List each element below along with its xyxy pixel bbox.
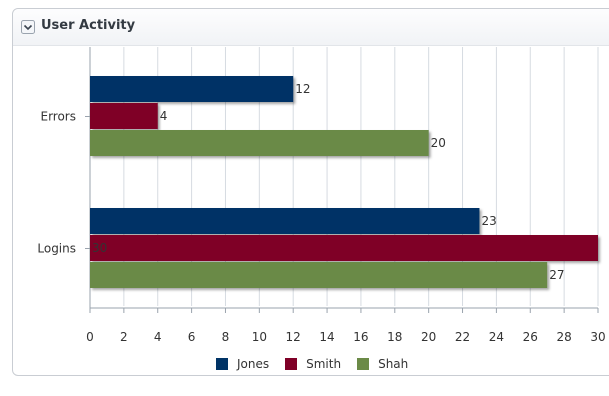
x-tick-label: 8 xyxy=(222,330,230,344)
x-tick-label: 4 xyxy=(154,330,162,344)
x-tick-label: 26 xyxy=(523,330,538,344)
legend-label: Shah xyxy=(378,357,409,371)
bar-jones xyxy=(90,208,480,234)
bar-jones xyxy=(90,76,294,102)
chevron-down-icon[interactable] xyxy=(21,20,35,34)
x-tick-label: 14 xyxy=(319,330,334,344)
x-tick-label: 18 xyxy=(387,330,402,344)
legend-item: Shah xyxy=(357,357,408,371)
x-tick-label: 10 xyxy=(252,330,267,344)
bar-smith xyxy=(90,235,598,261)
x-tick-label: 24 xyxy=(489,330,504,344)
legend-label: Smith xyxy=(306,357,342,371)
x-tick-label: 22 xyxy=(455,330,470,344)
bar-shah xyxy=(90,130,429,156)
x-tick-label: 6 xyxy=(188,330,196,344)
x-tick-label: 16 xyxy=(353,330,368,344)
chart-legend: Jones Smith Shah xyxy=(216,356,424,372)
data-label: 4 xyxy=(160,109,168,123)
panel-title: User Activity xyxy=(41,18,136,33)
x-tick-label: 20 xyxy=(421,330,436,344)
data-label: 27 xyxy=(549,268,564,282)
x-tick-label: 12 xyxy=(286,330,301,344)
x-tick-label: 0 xyxy=(86,330,94,344)
data-label: 23 xyxy=(481,214,496,228)
x-tick-label: 2 xyxy=(120,330,128,344)
legend-swatch xyxy=(357,358,370,370)
data-label: 12 xyxy=(295,82,310,96)
legend-item: Smith xyxy=(285,357,341,371)
x-tick-label: 30 xyxy=(590,330,605,344)
x-tick-label: 28 xyxy=(556,330,571,344)
category-label: Logins xyxy=(37,242,76,256)
data-label: 20 xyxy=(431,136,446,150)
user-activity-panel: User Activity xyxy=(12,8,609,376)
legend-swatch xyxy=(216,358,228,370)
bar-smith xyxy=(90,103,158,129)
data-label: 30 xyxy=(92,241,107,255)
bar-shah xyxy=(90,262,548,288)
category-label: Errors xyxy=(40,110,76,124)
legend-label: Jones xyxy=(237,357,270,371)
legend-swatch xyxy=(285,358,298,370)
panel-header: User Activity xyxy=(13,9,609,46)
legend-item: Jones xyxy=(216,357,269,371)
